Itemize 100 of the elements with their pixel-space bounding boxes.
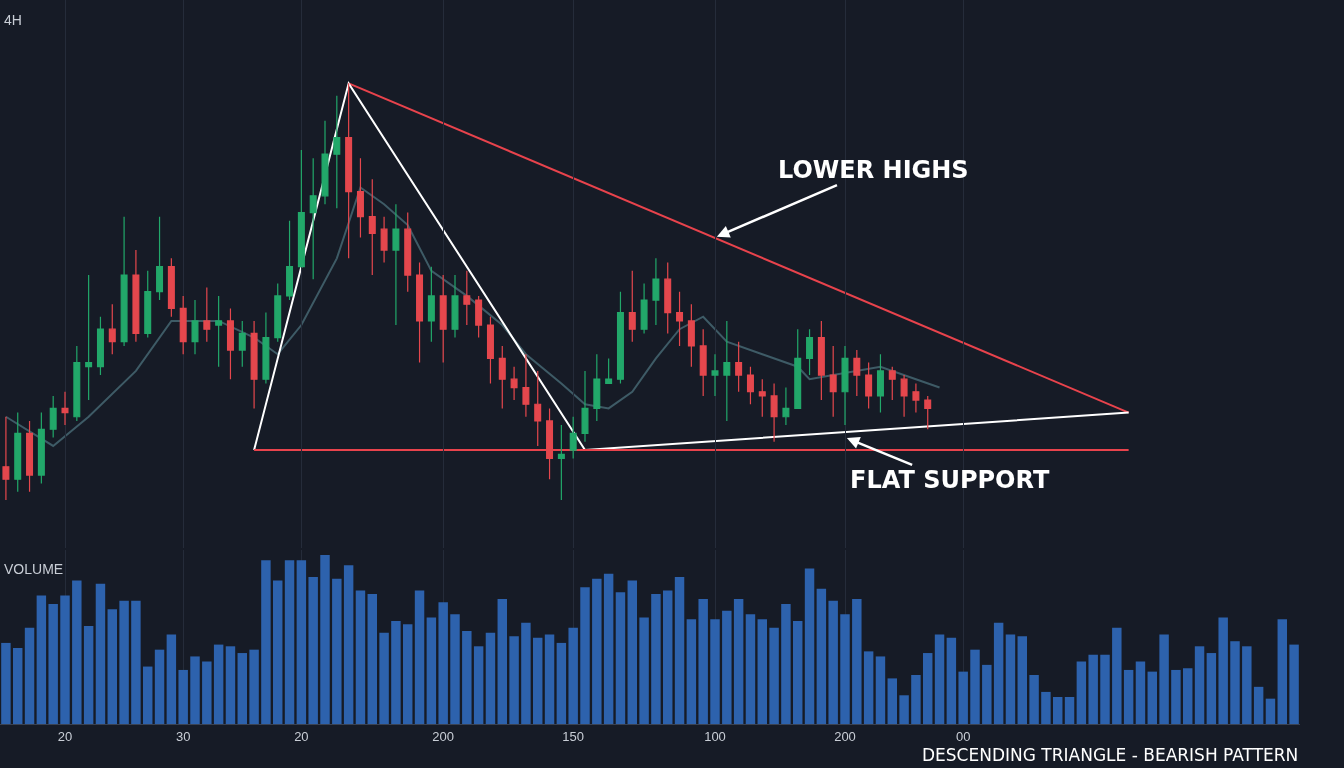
bar [485, 632, 496, 724]
bar [343, 565, 354, 724]
candlestick [203, 286, 211, 343]
candlestick [368, 178, 376, 276]
bar [651, 593, 661, 724]
candlestick [817, 320, 825, 401]
candlestick [451, 274, 459, 339]
bar [556, 642, 567, 724]
bar [1135, 661, 1146, 724]
annotation: LOWER HIGHS [778, 156, 969, 184]
bar [1147, 671, 1157, 724]
candlestick [226, 307, 234, 380]
chart-title: 4H [4, 12, 22, 29]
bar [178, 669, 188, 724]
bar [1265, 698, 1276, 724]
bar [816, 588, 827, 724]
bar [225, 646, 236, 724]
bar [781, 604, 791, 724]
candlestick [120, 216, 128, 347]
bar [627, 580, 637, 724]
candlestick [14, 411, 22, 493]
bar [1017, 636, 1027, 724]
bar [887, 678, 897, 724]
candlestick [652, 257, 660, 326]
candlestick [900, 374, 908, 418]
x-tick-label: 200 [834, 728, 856, 744]
bar [237, 653, 247, 724]
x-tick-label: 150 [562, 728, 585, 744]
bar [166, 634, 177, 724]
candlestick [486, 316, 494, 384]
bar [1064, 696, 1075, 724]
bar [154, 649, 165, 724]
bar [946, 637, 957, 724]
bar [793, 620, 803, 724]
bar [1041, 691, 1051, 724]
bar [414, 590, 425, 724]
candlestick [61, 391, 69, 426]
bar [473, 646, 484, 724]
candlestick [333, 95, 341, 209]
bar [332, 578, 342, 724]
bar [923, 653, 933, 724]
bar [663, 590, 673, 724]
candlestick [723, 320, 731, 422]
candlestick [794, 328, 802, 409]
candlestick [463, 270, 471, 326]
candlestick [746, 366, 754, 405]
annotation: FLAT SUPPORT [850, 466, 1050, 494]
bar [521, 622, 531, 724]
x-tick-label: 00 [955, 728, 971, 744]
bar [733, 598, 744, 724]
bar [1123, 669, 1134, 724]
candlestick [132, 249, 140, 343]
bar [131, 600, 141, 724]
bar [840, 614, 850, 724]
candlestick [581, 370, 589, 443]
bar [804, 568, 815, 724]
bar [722, 610, 732, 724]
candlestick [179, 295, 187, 355]
candlestick [2, 416, 10, 501]
x-tick-label: 30 [175, 728, 191, 744]
candlestick [687, 303, 695, 368]
bar [190, 656, 200, 724]
candlestick [510, 366, 518, 401]
bar [603, 573, 614, 724]
candlestick [286, 220, 294, 301]
bar [970, 649, 980, 724]
bar [757, 619, 767, 724]
candlestick [85, 274, 93, 401]
bar [450, 614, 460, 724]
bar [1088, 654, 1098, 724]
candlestick [416, 261, 424, 364]
candlestick [274, 282, 282, 343]
bar [982, 664, 992, 724]
candlestick [640, 282, 648, 334]
candlestick [238, 320, 246, 368]
x-tick-label: 20 [57, 728, 73, 744]
bar [533, 637, 543, 724]
candlestick [427, 266, 435, 343]
bar [1171, 669, 1181, 724]
candlestick [888, 366, 896, 401]
candlestick [156, 216, 164, 301]
candlestick [711, 353, 719, 397]
bar [95, 583, 106, 724]
bar [60, 595, 70, 724]
bar [284, 560, 295, 724]
bar [710, 619, 720, 724]
candlestick [534, 370, 542, 447]
bar [639, 617, 649, 724]
candlestick [616, 291, 624, 384]
x-tick-label: 100 [704, 728, 726, 744]
bar [367, 593, 377, 724]
candlestick [475, 295, 483, 339]
bar [48, 604, 58, 724]
bar [1, 642, 11, 724]
bar [828, 600, 838, 724]
bar [1253, 686, 1264, 724]
bar [72, 580, 82, 724]
bar [83, 626, 94, 724]
bar [1053, 696, 1063, 724]
candlestick [37, 411, 45, 485]
